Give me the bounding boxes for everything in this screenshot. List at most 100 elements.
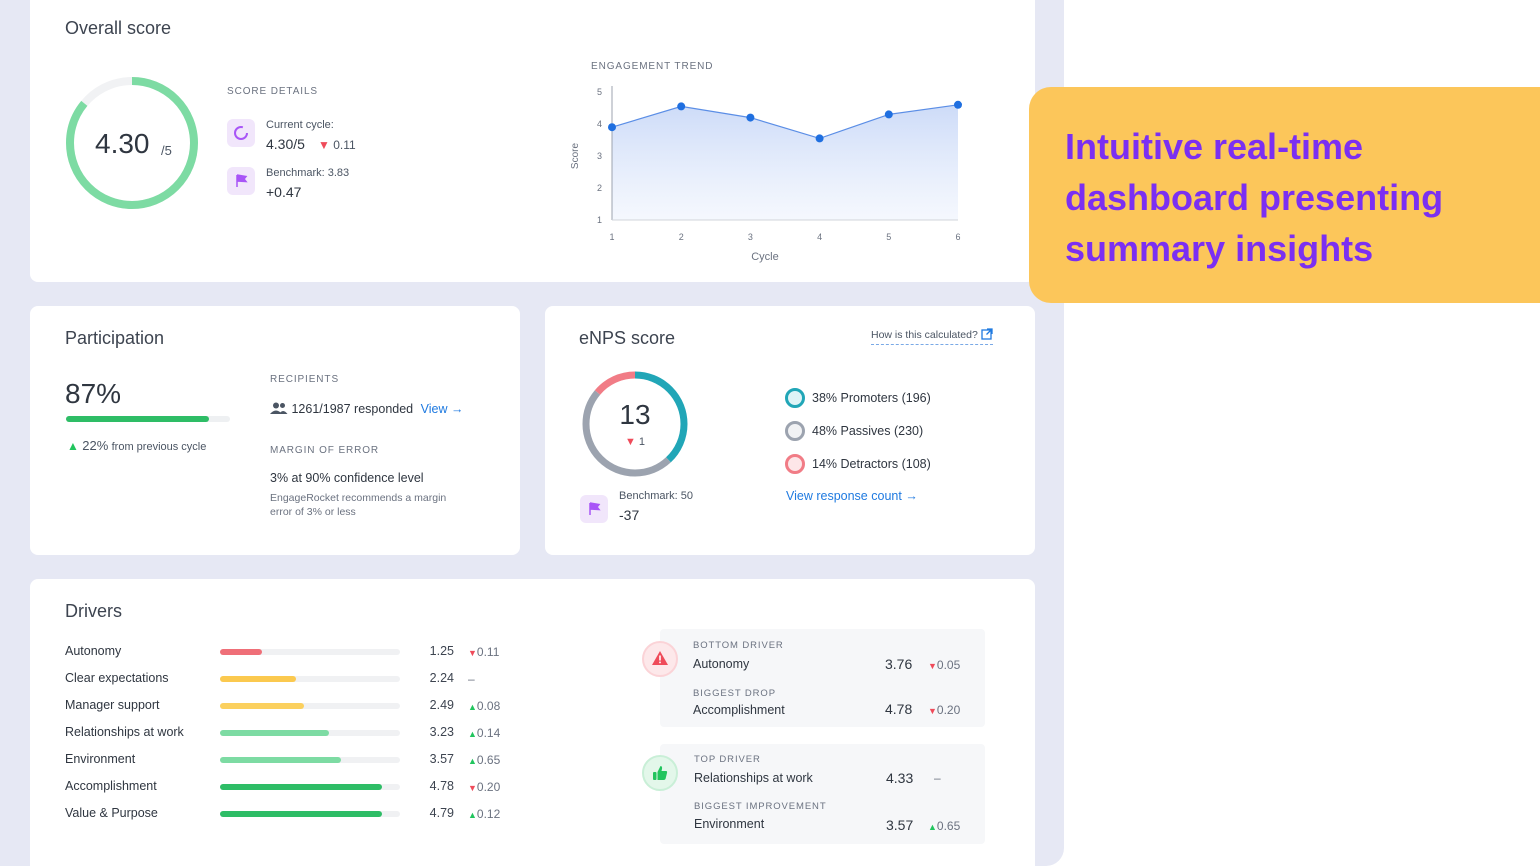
view-recipients-label: View <box>420 402 448 416</box>
margin-heading: MARGIN OF ERROR <box>270 445 380 456</box>
enps-benchmark-flag-icon <box>580 495 608 523</box>
trend-point-2[interactable] <box>677 102 686 111</box>
top-driver-name: Relationships at work <box>694 771 813 785</box>
bottom-driver-heading: BOTTOM DRIVER <box>693 640 784 651</box>
trend-xtick-5: 5 <box>886 232 891 242</box>
biggest-drop-value: 4.78 <box>885 701 913 717</box>
trend-ytick-3: 3 <box>597 151 602 161</box>
enps-detractors-segment <box>582 371 688 477</box>
driver-value: 3.57 <box>429 752 454 766</box>
driver-value: 1.25 <box>429 644 454 658</box>
driver-change-value: 0.14 <box>476 726 501 740</box>
biggest-drop-name: Accomplishment <box>693 703 785 717</box>
external-link-icon <box>981 328 993 343</box>
participation-progress-track <box>66 416 230 422</box>
driver-bar-track <box>220 757 400 763</box>
trend-xtick-3: 3 <box>748 232 753 242</box>
people-icon <box>270 402 288 417</box>
participation-percent: 87% <box>65 378 122 409</box>
participation-change: ▲ 22% from previous cycle <box>67 438 206 453</box>
driver-value: 2.24 <box>429 671 454 685</box>
enps-title: eNPS score <box>579 328 676 348</box>
driver-bar-fill <box>220 784 382 790</box>
trend-x-label: Cycle <box>751 251 779 263</box>
trend-area <box>612 104 958 220</box>
view-response-count-link[interactable]: View response count → <box>786 489 918 503</box>
view-response-count-label: View response count <box>786 489 902 503</box>
biggest-drop-change: ▼0.20 <box>928 703 960 717</box>
feature-callout: Intuitive real-time dashboard presenting… <box>1029 87 1540 303</box>
trend-point-5[interactable] <box>884 110 893 119</box>
top-driver-value: 4.33 <box>886 770 914 786</box>
driver-bar-track <box>220 676 400 682</box>
bottom-driver-change-value: 0.05 <box>936 658 961 672</box>
how-calculated-link[interactable]: How is this calculated? <box>871 328 993 345</box>
enps-benchmark-label: Benchmark: 50 <box>619 490 693 502</box>
trend-point-6[interactable] <box>954 100 962 109</box>
down-arrow-icon: ▼ <box>928 661 937 671</box>
driver-change-value: – <box>468 672 475 686</box>
warning-icon <box>642 641 678 677</box>
biggest-improvement-name: Environment <box>694 817 765 831</box>
arrow-right-icon: → <box>450 402 464 416</box>
biggest-improvement-change: ▲0.65 <box>928 819 960 833</box>
participation-title: Participation <box>65 328 165 348</box>
biggest-improvement-value: 3.57 <box>886 817 914 833</box>
enps-benchmark-diff: -37 <box>619 507 640 523</box>
current-cycle-change: ▼ 0.11 <box>318 138 356 152</box>
driver-label: Value & Purpose <box>65 806 158 820</box>
driver-change-value: 0.12 <box>476 807 501 821</box>
trend-line <box>611 104 959 140</box>
trend-point-4[interactable] <box>815 134 824 143</box>
driver-label: Environment <box>65 752 136 766</box>
thumbs-up-icon <box>642 755 678 791</box>
down-arrow-icon: ▼ <box>468 783 477 793</box>
driver-label: Autonomy <box>65 644 122 658</box>
down-arrow-icon: ▼ <box>468 648 477 658</box>
benchmark-flag-icon <box>227 167 255 195</box>
overall-score-max: /5 <box>161 143 172 158</box>
overall-score-arc <box>66 77 198 209</box>
recipients-row: 1261/1987 responded View → <box>270 402 463 417</box>
driver-value: 2.49 <box>429 698 454 712</box>
driver-value: 4.79 <box>429 806 454 820</box>
driver-label: Relationships at work <box>65 725 184 739</box>
biggest-drop-change-value: 0.20 <box>936 703 961 717</box>
enps-card: eNPS score How is this calculated? 13 ▼ … <box>545 306 1035 555</box>
driver-change: – <box>468 672 475 686</box>
margin-value: 3% at 90% confidence level <box>270 471 424 485</box>
detractor-frown-icon <box>785 454 805 474</box>
engagement-trend-chart: 1 2 3 4 5 1 2 3 4 5 6 Cycle Score <box>570 86 962 263</box>
trend-xtick-4: 4 <box>817 232 822 242</box>
trend-xtick-6: 6 <box>955 232 960 242</box>
participation-progress-fill <box>66 416 209 422</box>
up-arrow-icon: ▲ <box>928 822 937 832</box>
trend-point-1[interactable] <box>608 123 616 132</box>
driver-change-value: 0.65 <box>476 753 501 767</box>
how-calculated-label: How is this calculated? <box>871 329 978 341</box>
top-driver-panel <box>660 744 985 844</box>
trend-point-3[interactable] <box>746 113 755 122</box>
current-cycle-change-value: 0.11 <box>333 138 356 152</box>
recipients-heading: RECIPIENTS <box>270 374 340 385</box>
drivers-title: Drivers <box>65 601 122 621</box>
driver-bar-track <box>220 784 400 790</box>
view-recipients-link[interactable]: View → <box>421 402 464 416</box>
drivers-card: Drivers Autonomy 1.25 ▼0.11 Clear expectati… <box>30 579 1035 866</box>
overall-score-value: 4.30 <box>95 128 150 159</box>
promoter-smile-icon <box>785 388 805 408</box>
participation-card: Participation 87% ▲ 22% from previous cy… <box>30 306 520 555</box>
current-cycle-label: Current cycle: <box>266 119 334 131</box>
up-arrow-icon: ▲ <box>468 810 477 820</box>
trend-ytick-5: 5 <box>597 87 602 97</box>
bottom-driver-change: ▼0.05 <box>928 658 960 672</box>
arrow-right-icon: → <box>905 489 918 503</box>
trend-ytick-4: 4 <box>597 119 602 129</box>
score-details-heading: SCORE DETAILS <box>227 86 318 97</box>
bottom-driver-name: Autonomy <box>693 657 750 671</box>
top-driver-change: – <box>934 771 941 785</box>
cycle-icon <box>227 119 255 147</box>
enps-passives-segment <box>582 371 688 477</box>
responded-count: 1261/1987 responded <box>291 402 414 416</box>
current-cycle-value: 4.30/5 <box>266 136 305 152</box>
